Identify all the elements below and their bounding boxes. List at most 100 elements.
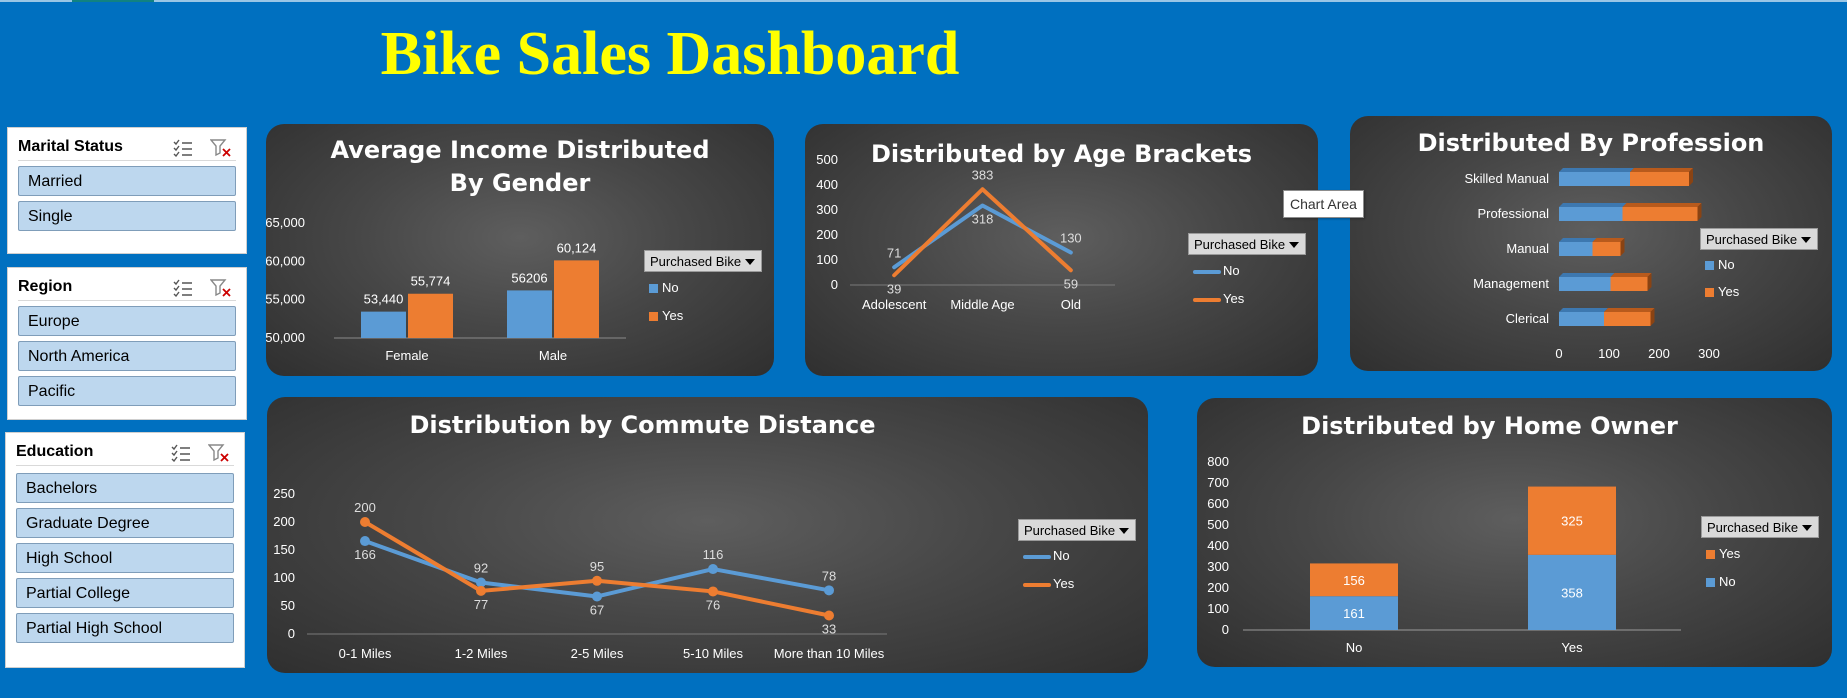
x-tick-label: 0 xyxy=(1555,346,1562,361)
slicer-title: Marital Status xyxy=(18,138,123,155)
bar-side xyxy=(1689,168,1693,186)
purchased-bike-filter-button[interactable]: Purchased Bike xyxy=(1018,519,1136,541)
y-tick-label: 50,000 xyxy=(266,330,305,345)
bar-yes xyxy=(1610,277,1648,291)
point-no xyxy=(824,585,834,596)
data-label: 200 xyxy=(354,500,376,515)
bar-yes xyxy=(1630,172,1689,186)
multi-select-icon[interactable] xyxy=(172,279,194,297)
slicer-item-pacific[interactable]: Pacific xyxy=(18,376,236,406)
slicer-header: Marital Status xyxy=(18,134,236,161)
bar-no xyxy=(1559,207,1623,221)
data-label: 166 xyxy=(354,547,376,562)
point-no xyxy=(476,577,486,588)
slicer-region[interactable]: Region Europe North America Pacific xyxy=(7,267,247,420)
bar-yes xyxy=(1528,486,1616,555)
y-tick-label: 100 xyxy=(273,570,295,585)
data-label: 77 xyxy=(474,597,488,612)
slicer-item-high-school[interactable]: High School xyxy=(16,543,234,573)
legend-item-no: No xyxy=(1706,574,1736,589)
y-tick-label: Clerical xyxy=(1506,311,1549,326)
multi-select-icon[interactable] xyxy=(170,444,192,462)
bar-top-no xyxy=(1559,168,1634,172)
bar-top-yes xyxy=(1630,168,1693,172)
bar-top-no xyxy=(1559,308,1608,312)
top-edge-line xyxy=(0,0,1847,2)
slicer-item-married[interactable]: Married xyxy=(18,166,236,196)
legend-item-yes: Yes xyxy=(1193,291,1244,306)
y-tick-label: 300 xyxy=(816,202,838,217)
bar-top-no xyxy=(1559,273,1615,277)
chart-title: Distributed by Age Brackets xyxy=(871,140,1252,168)
chart-title: Average Income Distributed By Gender xyxy=(330,136,710,197)
commute-plot: 0 50 100 150 200 250 0-1 Miles 1-2 Miles 2-5 Mil… xyxy=(273,486,887,661)
y-tick-label: 50 xyxy=(281,598,295,613)
y-tick-label: 100 xyxy=(816,252,838,267)
chart-age-brackets[interactable]: Distributed by Age Brackets 0 100 200 300 40… xyxy=(805,124,1318,376)
chart-profession[interactable]: Distributed By Profession 0 100 200 300 Skil… xyxy=(1350,116,1832,371)
x-tick-label: 200 xyxy=(1648,346,1670,361)
y-tick-label: 0 xyxy=(1222,622,1229,637)
slicer-item-single[interactable]: Single xyxy=(18,201,236,231)
y-tick-label: 600 xyxy=(1207,496,1229,511)
bar-yes xyxy=(1592,242,1621,256)
x-tick-label: 100 xyxy=(1598,346,1620,361)
bar-side xyxy=(1650,308,1655,326)
chart-area-tooltip: Chart Area xyxy=(1283,190,1364,218)
bar-side xyxy=(1697,203,1702,221)
clear-filter-icon[interactable] xyxy=(210,278,232,298)
slicer-item-partial-college[interactable]: Partial College xyxy=(16,578,234,608)
y-tick-label: 400 xyxy=(1207,538,1229,553)
chart-home-owner[interactable]: Distributed by Home Owner 0 100 200 300 400 5… xyxy=(1197,398,1832,667)
point-no xyxy=(708,564,718,575)
y-tick-label: 250 xyxy=(273,486,295,501)
clear-filter-icon[interactable] xyxy=(208,443,230,463)
y-tick-label: 500 xyxy=(816,152,838,167)
age-plot: 0 100 200 300 400 500 Adolescent Middle Age Old 7… xyxy=(816,152,1115,312)
bar-no xyxy=(1559,172,1630,186)
y-tick-label: Professional xyxy=(1477,206,1549,221)
point-yes xyxy=(708,586,718,597)
y-tick-label: 55,000 xyxy=(266,292,305,307)
legend-item-yes: Yes xyxy=(649,308,683,323)
slicer-item-europe[interactable]: Europe xyxy=(18,306,236,336)
chart-title: Distributed by Home Owner xyxy=(1301,412,1678,440)
data-label: 161 xyxy=(1343,606,1365,621)
slicer-header: Region xyxy=(18,274,236,301)
data-label: 325 xyxy=(1561,514,1583,529)
chart-commute-distance[interactable]: Distribution by Commute Distance 0 50 100 1… xyxy=(267,397,1148,673)
purchased-bike-filter-button[interactable]: Purchased Bike xyxy=(1701,516,1819,538)
income-plot: 50,000 55,000 60,000 65,000 Female 53,440 55,7… xyxy=(266,215,626,363)
data-label: 76 xyxy=(706,597,720,612)
y-tick-label: 500 xyxy=(1207,517,1229,532)
slicer-item-graduate-degree[interactable]: Graduate Degree xyxy=(16,508,234,538)
chart-title: Distribution by Commute Distance xyxy=(409,411,876,439)
point-yes xyxy=(824,610,834,621)
bar-yes xyxy=(408,293,453,338)
data-label: 39 xyxy=(887,281,901,296)
slicer-item-partial-high-school[interactable]: Partial High School xyxy=(16,613,234,643)
purchased-bike-filter-button[interactable]: Purchased Bike xyxy=(1700,228,1818,250)
legend-item-yes: Yes xyxy=(1023,576,1074,591)
slicer-education[interactable]: Education Bachelors Graduate Degree High… xyxy=(5,432,245,668)
purchased-bike-filter-button[interactable]: Purchased Bike xyxy=(1188,233,1306,255)
chart-income-by-gender[interactable]: Average Income Distributed By Gender 50,… xyxy=(266,124,774,376)
x-tick-label: 0-1 Miles xyxy=(339,646,392,661)
data-label: 383 xyxy=(972,167,994,182)
slicer-marital-status[interactable]: Marital Status Married Single xyxy=(7,127,247,254)
clear-filter-icon[interactable] xyxy=(210,138,232,158)
purchased-bike-filter-button[interactable]: Purchased Bike xyxy=(644,250,762,272)
slicer-item-bachelors[interactable]: Bachelors xyxy=(16,473,234,503)
point-yes xyxy=(592,575,602,586)
bar-top-yes xyxy=(1592,238,1625,242)
bar-no xyxy=(361,311,406,338)
legend-item-yes: Yes xyxy=(1706,546,1740,561)
bar-no xyxy=(1528,554,1616,630)
x-tick-label: Middle Age xyxy=(950,297,1014,312)
y-tick-label: 150 xyxy=(273,542,295,557)
legend-item-no: No xyxy=(649,280,679,295)
multi-select-icon[interactable] xyxy=(172,139,194,157)
slicer-item-north-america[interactable]: North America xyxy=(18,341,236,371)
data-label: 59 xyxy=(1064,276,1078,291)
data-label: 95 xyxy=(590,559,604,574)
